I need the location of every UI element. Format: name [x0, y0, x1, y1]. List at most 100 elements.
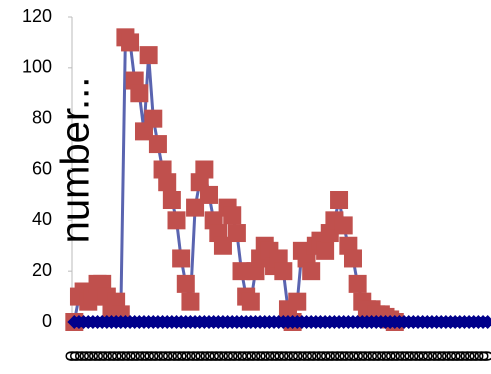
x-tick-label: 0	[174, 350, 196, 361]
x-tick-label: 0	[425, 350, 447, 361]
x-tick-label: 0	[188, 350, 210, 361]
x-tick-label: 0	[341, 350, 363, 361]
x-tick-label: 0	[234, 350, 256, 361]
x-tick-label: 0	[281, 350, 303, 361]
x-tick-label: 0	[476, 350, 491, 361]
marker	[316, 241, 335, 260]
marker	[195, 160, 214, 179]
marker	[186, 198, 205, 217]
x-tick-label: 0	[239, 350, 261, 361]
x-tick-label: 0	[202, 350, 224, 361]
x-tick-label: 0	[95, 350, 117, 361]
x-tick-label: 0	[132, 350, 154, 361]
x-tick-label: 0	[221, 350, 243, 361]
x-tick-label: 0	[462, 350, 484, 361]
marker	[223, 206, 242, 225]
x-tick-label: 0	[160, 350, 182, 361]
marker	[348, 274, 367, 293]
x-tick-label: 0	[81, 350, 103, 361]
y-tick-label: 120	[22, 6, 52, 26]
x-tick-label: 0	[142, 350, 164, 361]
x-tick-label: 0	[248, 350, 270, 361]
x-tick-label: 0	[165, 350, 187, 361]
x-tick-label: 0	[253, 350, 275, 361]
x-tick-label: 0	[197, 350, 219, 361]
x-tick-label: 0	[179, 350, 201, 361]
x-tick-label: 0	[355, 350, 377, 361]
marker	[162, 191, 181, 209]
x-tick-label: 0	[327, 350, 349, 361]
marker	[172, 249, 191, 268]
x-tick-label: 0	[104, 350, 126, 361]
x-tick-label: 0	[211, 350, 233, 361]
x-tick-label: 0	[193, 350, 215, 361]
x-tick-label: 0	[457, 350, 479, 361]
marker	[148, 135, 167, 154]
marker	[176, 274, 195, 293]
x-tick-label: 0	[137, 350, 159, 361]
x-tick-label: 0	[128, 350, 150, 361]
y-tick-label: 100	[22, 57, 52, 77]
marker	[139, 46, 158, 65]
x-tick-label: 0	[272, 350, 294, 361]
x-tick-label: 0	[378, 350, 400, 361]
marker	[334, 216, 353, 235]
y-tick-label: 60	[32, 158, 52, 178]
x-tick-label: 0	[360, 350, 382, 361]
marker	[181, 292, 200, 311]
marker	[241, 292, 260, 311]
x-tick-label: 0	[267, 350, 289, 361]
x-tick-label: 0	[351, 350, 373, 361]
x-tick-label: 0	[72, 350, 94, 361]
y-tick-label: 80	[32, 107, 52, 127]
x-tick-label: 0	[397, 350, 419, 361]
marker	[130, 84, 149, 103]
x-tick-label: 0	[183, 350, 205, 361]
x-tick-label: 0	[155, 350, 177, 361]
x-tick-label: 0	[262, 350, 284, 361]
x-tick-label: 0	[304, 350, 326, 361]
x-tick-label: 0	[416, 350, 438, 361]
marker	[227, 224, 246, 243]
x-tick-label: 0	[388, 350, 410, 361]
x-tick-label: 0	[169, 350, 191, 361]
x-tick-label: 0	[369, 350, 391, 361]
x-tick-label: 0	[290, 350, 312, 361]
x-tick-label: 0	[299, 350, 321, 361]
x-tick-label: 0	[146, 350, 168, 361]
x-tick-label: 0	[332, 350, 354, 361]
x-tick-label: 0	[67, 350, 89, 361]
marker	[144, 109, 163, 128]
x-tick-label: 0	[286, 350, 308, 361]
x-tick-label: 0	[313, 350, 335, 361]
y-tick-label: 0	[42, 311, 52, 331]
marker	[480, 315, 491, 329]
x-tick-label: 0	[448, 350, 470, 361]
x-tick-label: 0	[109, 350, 131, 361]
x-tick-label: 0	[77, 350, 99, 361]
x-tick-label: 0	[467, 350, 489, 361]
x-tick-label: 0	[439, 350, 461, 361]
x-tick-label: 0	[406, 350, 428, 361]
x-tick-label: 0	[471, 350, 491, 361]
x-tick-label: 0	[100, 350, 122, 361]
y-tick-label: 20	[32, 260, 52, 280]
x-tick-label: 0	[230, 350, 252, 361]
marker	[232, 262, 251, 281]
marker	[302, 262, 321, 281]
x-tick-label: 0	[225, 350, 247, 361]
x-tick-label: 0	[123, 350, 145, 361]
x-tick-label: 0	[90, 350, 112, 361]
x-tick-label: 0	[151, 350, 173, 361]
x-tick-label: 0	[318, 350, 340, 361]
x-tick-label: 0	[443, 350, 465, 361]
x-tick-label: 0	[114, 350, 136, 361]
x-tick-label: 0	[309, 350, 331, 361]
x-tick-label: 0	[374, 350, 396, 361]
x-tick-label: 0	[337, 350, 359, 361]
y-tick-label: 40	[32, 209, 52, 229]
x-tick-label: 0	[295, 350, 317, 361]
x-tick-label: 0	[244, 350, 266, 361]
x-tick-label: 0	[63, 350, 85, 361]
